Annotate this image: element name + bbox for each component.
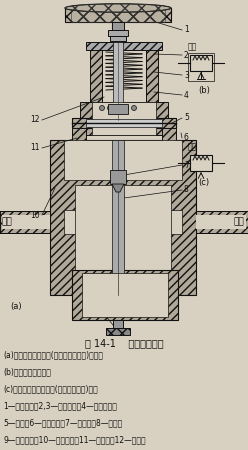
Text: 符号: 符号: [188, 42, 197, 51]
Bar: [190, 55, 212, 71]
Bar: [80, 102, 168, 135]
Bar: [86, 42, 162, 50]
Bar: [50, 140, 196, 295]
Ellipse shape: [99, 105, 104, 111]
Bar: [146, 42, 158, 120]
Text: 1: 1: [184, 26, 189, 35]
Bar: [64, 210, 182, 234]
Bar: [64, 140, 182, 180]
Bar: [86, 119, 162, 127]
Bar: [188, 53, 214, 81]
Text: 符号: 符号: [188, 143, 197, 152]
Polygon shape: [112, 184, 124, 192]
Text: 图 14-1    直动式减压阀: 图 14-1 直动式减压阀: [85, 338, 163, 348]
Text: 10: 10: [30, 211, 40, 220]
Bar: [75, 185, 171, 275]
Bar: [190, 155, 212, 171]
Bar: [71, 8, 165, 22]
Bar: [72, 270, 178, 320]
Text: (c): (c): [198, 179, 209, 188]
Text: (a): (a): [10, 302, 22, 311]
Text: (b)溢流减压阀符号；: (b)溢流减压阀符号；: [3, 367, 51, 376]
Bar: [110, 36, 126, 41]
Bar: [72, 128, 86, 148]
Text: 输出: 输出: [233, 217, 244, 226]
Text: 5—膜片；6—膜片气室；7—阻尼管；8—阀芯；: 5—膜片；6—膜片气室；7—阻尼管；8—阀芯；: [3, 418, 122, 427]
Ellipse shape: [131, 105, 136, 111]
Bar: [162, 128, 176, 148]
Bar: [113, 320, 123, 328]
Text: 12: 12: [31, 116, 40, 125]
Bar: [90, 42, 102, 120]
Text: (c)不带溢流阀的减压阀(即普通减压阀)符号: (c)不带溢流阀的减压阀(即普通减压阀)符号: [3, 384, 98, 393]
Text: 7: 7: [184, 161, 189, 170]
Text: 4: 4: [184, 90, 189, 99]
Ellipse shape: [107, 105, 113, 111]
Bar: [110, 170, 126, 184]
Bar: [72, 118, 176, 128]
Bar: [92, 102, 156, 135]
Text: 9—复位弹簧；10—进气阀口；11—排气孔；12—溢流孔: 9—复位弹簧；10—进气阀口；11—排气孔；12—溢流孔: [3, 435, 146, 444]
Bar: [65, 8, 171, 22]
Text: (b): (b): [198, 86, 210, 94]
Text: 8: 8: [184, 185, 189, 194]
Text: 3: 3: [184, 71, 189, 80]
Text: 输入: 输入: [1, 217, 12, 226]
Bar: [106, 328, 130, 335]
Bar: [102, 42, 146, 120]
Text: 6: 6: [184, 134, 189, 143]
Bar: [112, 22, 124, 30]
Ellipse shape: [124, 105, 128, 111]
Bar: [108, 104, 128, 114]
Bar: [82, 273, 168, 317]
Text: 11: 11: [31, 144, 40, 153]
Bar: [113, 42, 123, 120]
Bar: [196, 215, 246, 229]
Text: (a)带溢流阀的减压阀(简称溢流减压阀)结构；: (a)带溢流阀的减压阀(简称溢流减压阀)结构；: [3, 350, 103, 359]
Text: 9: 9: [107, 310, 112, 320]
Text: 2: 2: [184, 50, 189, 59]
Bar: [196, 211, 248, 233]
Bar: [71, 8, 165, 22]
Bar: [108, 30, 128, 36]
Bar: [2, 215, 50, 229]
Bar: [0, 211, 50, 233]
Text: 5: 5: [184, 113, 189, 122]
Text: 1—调节旋钮；2,3—调压弹簧；4—溢流阀座；: 1—调节旋钮；2,3—调压弹簧；4—溢流阀座；: [3, 401, 117, 410]
Ellipse shape: [65, 4, 171, 12]
Bar: [112, 140, 124, 295]
